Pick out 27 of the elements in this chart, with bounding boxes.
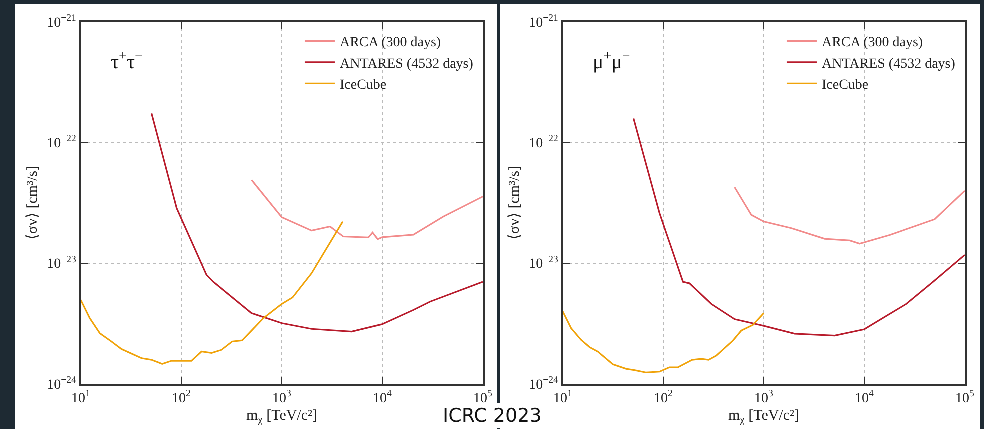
y-tick-label: 10$^{−21}$ bbox=[47, 13, 77, 31]
legend-label: ANTARES (4532 days) bbox=[340, 56, 474, 72]
x-tick-label: 10$^{4}$ bbox=[855, 388, 874, 407]
x-axis-title: m$_{χ}$ [TeV/c²] bbox=[728, 408, 800, 426]
x-tick-label: 10$^{5}$ bbox=[956, 388, 975, 407]
x-tick-label: 10$^{2}$ bbox=[172, 388, 192, 407]
text: μ$^{+}$μ$^{−}$ bbox=[593, 49, 630, 74]
y-axis-title: ⟨σv⟩ [cm³/s] bbox=[24, 166, 41, 240]
x-tick-label: 10$^{2}$ bbox=[654, 388, 674, 407]
y-tick-label: 10$^{−21}$ bbox=[529, 13, 559, 31]
x-tick-label: 10$^{3}$ bbox=[272, 388, 292, 407]
legend-label: IceCube bbox=[822, 78, 869, 94]
y-tick-label: 10$^{−23}$ bbox=[47, 254, 77, 272]
y-tick-label: 10$^{−22}$ bbox=[529, 134, 559, 152]
legend-label: IceCube bbox=[340, 78, 387, 94]
legend-label: ARCA (300 days) bbox=[822, 36, 924, 51]
legend-label: ARCA (300 days) bbox=[340, 36, 442, 51]
y-axis-title: ⟨σv⟩ [cm³/s] bbox=[506, 166, 523, 240]
text: τ$^{+}$τ$^{−}$ bbox=[111, 49, 143, 74]
y-tick-label: 10$^{−23}$ bbox=[529, 254, 559, 272]
x-tick-label: 10$^{4}$ bbox=[373, 388, 392, 407]
x-tick-label: 10$^{3}$ bbox=[754, 388, 774, 407]
y-tick-label: 10$^{−22}$ bbox=[47, 134, 77, 152]
text: ICRC 2023 bbox=[443, 405, 542, 427]
x-axis-title: m$_{χ}$ [TeV/c²] bbox=[246, 408, 318, 426]
legend-label: ANTARES (4532 days) bbox=[822, 56, 956, 72]
x-tick-label: 10$^{5}$ bbox=[474, 388, 493, 407]
